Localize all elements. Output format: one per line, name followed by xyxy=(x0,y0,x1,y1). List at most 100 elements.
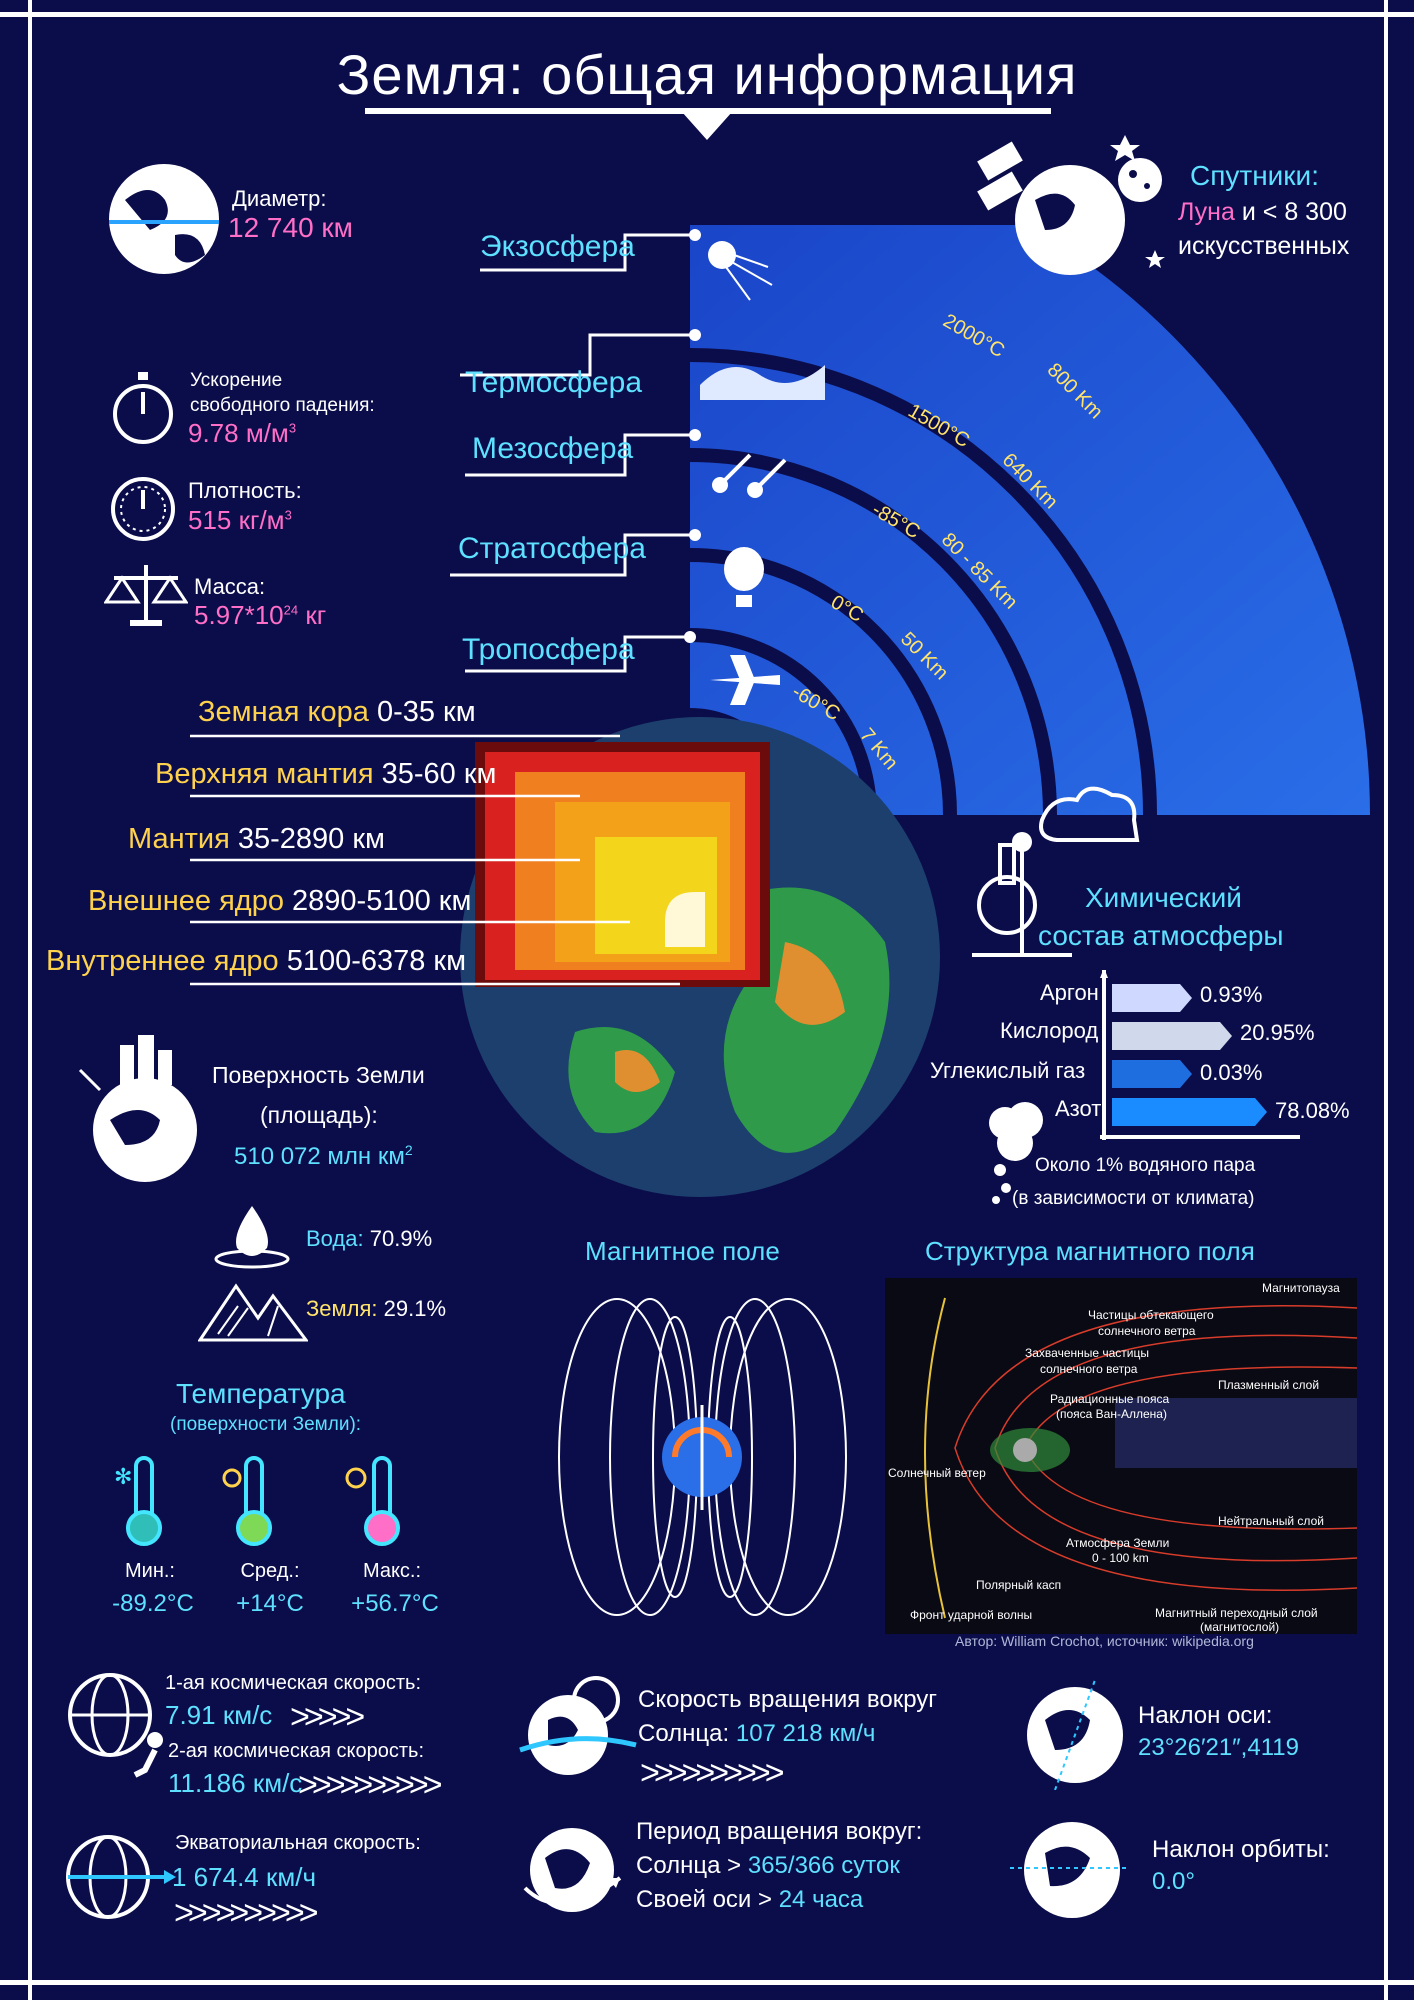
balloon-icon xyxy=(724,547,764,607)
globe-city-icon xyxy=(78,1035,197,1182)
chemistry-axis xyxy=(1100,970,1108,1140)
ms-neutral: Нейтральный слой xyxy=(1218,1514,1324,1528)
chem-co2-value: 0.03% xyxy=(1200,1060,1263,1085)
title-pointer xyxy=(682,112,732,140)
ms-trapped-1: Захваченные частицы xyxy=(1025,1346,1150,1360)
frame-top xyxy=(0,12,1414,17)
flask-cloud-icon xyxy=(972,786,1140,957)
density-value: 515 кг/м3 xyxy=(188,505,292,535)
period-axis-row: Своей оси > 24 часа xyxy=(636,1886,864,1913)
sun-orbit-icon xyxy=(519,1676,637,1775)
magnetic-structure-diagram xyxy=(885,1278,1357,1634)
chem-argon-label: Аргон xyxy=(1040,980,1099,1005)
period-label: Период вращения вокруг: xyxy=(636,1818,923,1845)
temp-avg-value: +14°C xyxy=(236,1590,304,1617)
gauge-icon xyxy=(111,477,175,541)
tropo-leader xyxy=(465,631,696,673)
equatorial-arrows: >>>>>>>>>> xyxy=(174,1894,319,1932)
cosmic-second-label: 2-ая космическая скорость: xyxy=(168,1740,425,1762)
ms-credit: Автор: William Crochot, источник: wikipe… xyxy=(955,1633,1254,1649)
thermometer-max-icon xyxy=(345,1456,400,1546)
page-title: Земля: общая информация xyxy=(336,43,1078,106)
magnetic-field-diagram xyxy=(558,1298,847,1616)
mass-value: 5.97*1024 кг xyxy=(194,600,327,630)
satellite-icon xyxy=(708,241,773,301)
chemistry-bars xyxy=(1112,984,1267,1126)
thermometer-avg-icon xyxy=(222,1456,272,1546)
diameter-label: Диаметр: xyxy=(232,186,327,211)
ms-solar-wind: Солнечный ветер xyxy=(888,1466,986,1480)
chem-nitrogen-label: Азот xyxy=(1055,1096,1102,1121)
earth-layer-mantle: Мантия 35-2890 км xyxy=(128,823,385,855)
ms-radiation-2: (пояса Ван-Аллена) xyxy=(1056,1407,1167,1421)
frame-right xyxy=(1384,0,1388,2000)
water-drop-icon xyxy=(214,1206,290,1269)
title-underline xyxy=(365,108,1051,114)
cosmic-first-value: 7.91 км/с xyxy=(165,1700,273,1730)
orbit-tilt-globe-icon xyxy=(1010,1822,1130,1918)
stopwatch-icon xyxy=(113,372,173,444)
equator-globe-icon xyxy=(66,1835,176,1919)
equatorial-value: 1 674.4 км/ч xyxy=(172,1862,316,1892)
diameter-value: 12 740 км xyxy=(228,212,353,243)
ms-particles-1: Частицы обтекающего xyxy=(1088,1308,1214,1322)
temp-min-value: -89.2°C xyxy=(112,1590,194,1617)
atmosphere-arcs xyxy=(690,225,1380,815)
magnetic-title: Магнитное поле xyxy=(585,1236,780,1266)
orbit-speed-arrows: >>>>>>>>>> xyxy=(640,1754,785,1792)
cosmic-second-value: 11.186 км/с xyxy=(168,1768,303,1798)
chem-nitrogen-value: 78.08% xyxy=(1275,1098,1350,1123)
ms-particles-2: солнечного ветра xyxy=(1098,1324,1196,1338)
water-row: Вода: 70.9% xyxy=(306,1226,433,1251)
surface-label-2: (площадь): xyxy=(260,1102,378,1128)
scales-icon xyxy=(104,565,188,626)
magnetic-structure-title: Структура магнитного поля xyxy=(925,1236,1255,1266)
cosmic-second-arrows: >>>>>>>>>> xyxy=(298,1766,443,1804)
temp-min-label: Мин.: xyxy=(125,1560,175,1582)
temperature-title: Температура xyxy=(176,1378,346,1409)
mass-label: Масса: xyxy=(194,574,266,599)
earth-layer-outer-core: Внешнее ядро 2890-5100 км xyxy=(88,885,472,917)
layer-troposphere: Тропосфера xyxy=(462,633,635,666)
orbit-speed-label: Скорость вращения вокруг xyxy=(638,1686,938,1713)
satellites-title: Спутники: xyxy=(1190,160,1319,191)
ms-radiation-1: Радиационные пояса xyxy=(1050,1392,1170,1406)
earth-layer-crust: Земная кора 0-35 км xyxy=(198,696,476,728)
airplane-icon xyxy=(710,655,780,705)
layer-mesosphere: Мезосфера xyxy=(472,432,634,465)
earth-layer-upper-mantle: Верхняя мантия 35-60 км xyxy=(155,758,497,790)
chem-bar-2 xyxy=(1112,1060,1192,1088)
axis-tilt-globe-icon xyxy=(1027,1680,1123,1790)
ms-transition-1: Магнитный переходный слой xyxy=(1155,1606,1318,1620)
temp-max-label: Макс.: xyxy=(362,1560,422,1582)
chem-bar-0 xyxy=(1112,984,1192,1012)
satellites-icon xyxy=(977,135,1165,275)
chem-argon-value: 0.93% xyxy=(1200,982,1263,1007)
chemistry-axis-x xyxy=(1100,1135,1300,1139)
ms-trapped-2: солнечного ветра xyxy=(1040,1362,1138,1376)
land-row: Земля: 29.1% xyxy=(306,1296,447,1321)
temp-max-value: +56.7°C xyxy=(351,1590,439,1617)
satellites-moon-line: Луна и < 8 300 xyxy=(1178,198,1347,226)
vapor-note-2: (в зависимости от климата) xyxy=(1012,1188,1255,1209)
cosmic-first-label: 1-ая космическая скорость: xyxy=(165,1672,422,1694)
density-label: Плотность: xyxy=(188,478,302,503)
rotation-globe-icon xyxy=(523,1828,622,1912)
core-leaders xyxy=(190,734,680,986)
ms-cusp: Полярный касп xyxy=(976,1578,1062,1592)
svg-text:✻: ✻ xyxy=(114,1464,132,1489)
chemistry-title-2: состав атмосферы xyxy=(1038,920,1284,951)
chem-bar-1 xyxy=(1112,1022,1232,1050)
satellites-artificial: искусственных xyxy=(1178,232,1350,260)
ms-atmosphere-1: Атмосфера Земли xyxy=(1066,1536,1170,1550)
frame-bottom xyxy=(0,1980,1414,1985)
chem-bar-3 xyxy=(1112,1098,1267,1126)
gravity-value: 9.78 м/м3 xyxy=(188,418,297,448)
mountains-icon xyxy=(198,1283,308,1342)
frame-left xyxy=(28,0,32,2000)
orbit-tilt-value: 0.0° xyxy=(1152,1868,1195,1895)
ms-shock: Фронт ударной волны xyxy=(910,1608,1033,1622)
aurora-icon xyxy=(700,365,825,400)
globe-diameter-icon xyxy=(109,164,219,274)
equatorial-label: Экваториальная скорость: xyxy=(175,1832,421,1854)
